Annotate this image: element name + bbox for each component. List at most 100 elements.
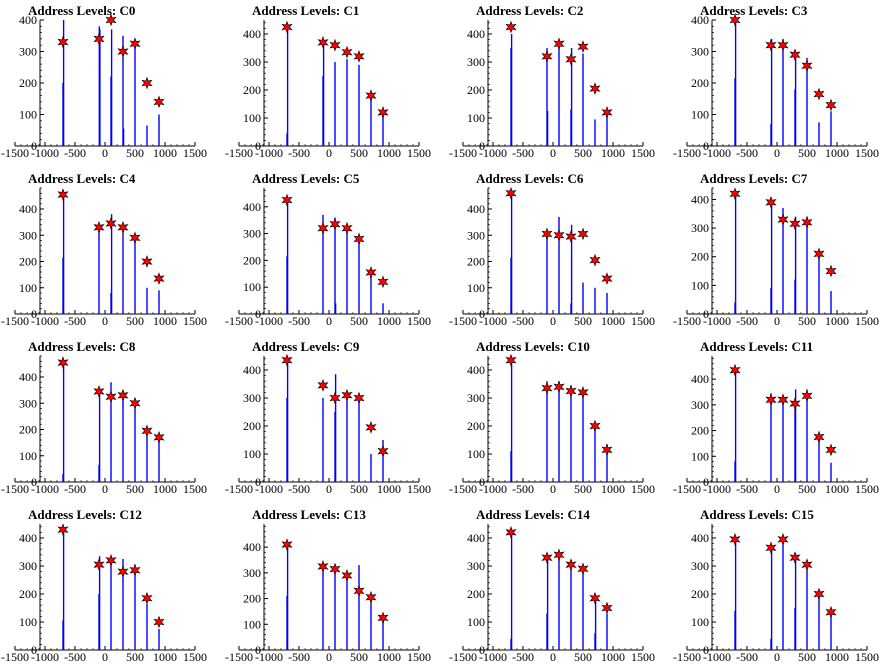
y-tick-label: 200: [19, 76, 37, 90]
peak-marker: [577, 385, 589, 399]
panel-c6: Address Levels: C6 0 100 200 300 400 -1500 -100…: [449, 171, 655, 328]
y-tick-label: 0: [703, 307, 709, 321]
peak-marker: [117, 389, 129, 402]
x-tick-label: 1000: [825, 146, 849, 160]
y-tick-label: 100: [467, 447, 485, 461]
y-tick-label: 400: [19, 370, 37, 384]
x-tick-label: 500: [798, 314, 816, 328]
y-tick-label: 200: [243, 419, 261, 433]
x-tick-label: 1000: [377, 314, 401, 328]
peak-marker: [105, 553, 117, 567]
panel-c0: Address Levels: C0 0 100 200 300 400 -1500 -100…: [1, 3, 207, 160]
peak-marker: [105, 13, 117, 27]
peak-marker: [577, 40, 589, 54]
y-tick-label: 200: [691, 250, 709, 264]
peak-marker: [141, 591, 153, 605]
peak-marker: [765, 195, 777, 209]
y-tick-label: 100: [19, 108, 37, 122]
y-tick-label: 100: [691, 615, 709, 629]
x-tick-label: 1500: [855, 146, 879, 160]
panel-c2: Address Levels: C2 0 100 200 300 400 -1500 -100…: [449, 3, 655, 160]
panel-c8: Address Levels: C8 0 100 200 300 400 -1500 -100…: [1, 339, 207, 496]
peak-marker: [93, 32, 105, 46]
peak-marker: [825, 443, 837, 457]
x-tick-label: 1500: [183, 314, 207, 328]
x-tick-label: -500: [64, 314, 86, 328]
x-tick-label: 1500: [183, 482, 207, 496]
x-tick-label: 1500: [855, 650, 879, 664]
peak-marker: [141, 424, 153, 438]
peak-marker: [541, 381, 553, 395]
peak-marker: [353, 391, 365, 405]
chart-title: Address Levels: C14: [476, 507, 590, 522]
x-tick-label: -1000: [703, 650, 731, 664]
x-tick-label: 1500: [631, 314, 655, 328]
panel-c4: Address Levels: C4 0 100 200 300 400 -1500 -100…: [1, 171, 207, 328]
y-tick-label: 300: [243, 227, 261, 241]
y-tick-label: 200: [691, 424, 709, 438]
chart-title: Address Levels: C12: [28, 507, 142, 522]
y-tick-label: 400: [467, 531, 485, 545]
x-tick-label: 1000: [153, 146, 177, 160]
y-tick-label: 300: [467, 228, 485, 242]
x-tick-label: 1000: [825, 482, 849, 496]
x-tick-label: -1000: [703, 482, 731, 496]
peak-marker: [825, 605, 837, 619]
peak-marker: [777, 532, 789, 546]
x-tick-label: 0: [774, 314, 780, 328]
y-tick-label: 100: [243, 111, 261, 125]
y-tick-label: 0: [479, 475, 485, 489]
peak-marker: [813, 430, 825, 444]
peak-marker: [353, 232, 365, 246]
peak-marker: [105, 216, 117, 230]
y-tick-label: 0: [703, 475, 709, 489]
y-tick-label: 200: [19, 255, 37, 269]
y-tick-label: 100: [19, 615, 37, 629]
y-tick-label: 300: [19, 45, 37, 59]
x-tick-label: -500: [736, 482, 758, 496]
x-tick-label: -500: [288, 314, 310, 328]
x-tick-label: 0: [550, 650, 556, 664]
y-tick-label: 200: [243, 83, 261, 97]
x-tick-label: 1000: [601, 650, 625, 664]
peak-marker: [813, 247, 825, 261]
x-tick-label: -500: [736, 146, 758, 160]
x-tick-label: 500: [574, 650, 592, 664]
y-tick-label: 0: [703, 643, 709, 657]
peak-marker: [801, 216, 813, 229]
y-tick-label: 300: [691, 398, 709, 412]
peak-marker: [825, 264, 837, 278]
peak-marker: [505, 186, 517, 200]
y-tick-label: 100: [467, 281, 485, 295]
peak-marker: [117, 45, 129, 58]
y-tick-label: 0: [31, 307, 37, 321]
x-tick-label: 1500: [407, 482, 431, 496]
peak-marker: [601, 601, 613, 615]
peak-marker: [577, 562, 589, 576]
x-tick-label: -1500: [449, 146, 477, 160]
x-tick-label: -1500: [673, 650, 701, 664]
x-tick-label: -1500: [673, 482, 701, 496]
y-tick-label: 100: [691, 108, 709, 122]
x-tick-label: -500: [64, 146, 86, 160]
x-tick-label: 500: [350, 146, 368, 160]
x-tick-label: -1500: [673, 146, 701, 160]
peak-marker: [93, 221, 105, 234]
y-tick-label: 200: [19, 423, 37, 437]
x-tick-label: 0: [102, 650, 108, 664]
x-tick-label: -1500: [1, 146, 29, 160]
panel-c9: Address Levels: C9 0 100 200 300 400 -1500 -100…: [225, 339, 431, 496]
x-tick-label: 0: [326, 482, 332, 496]
peak-marker: [353, 584, 365, 598]
x-tick-label: 1000: [825, 314, 849, 328]
y-tick-label: 400: [243, 200, 261, 214]
x-tick-label: -500: [64, 482, 86, 496]
x-tick-label: 500: [350, 482, 368, 496]
y-tick-label: 200: [467, 255, 485, 269]
x-tick-label: 1500: [183, 650, 207, 664]
peak-marker: [365, 89, 377, 103]
x-tick-label: 1000: [153, 314, 177, 328]
x-tick-label: 500: [126, 482, 144, 496]
peak-marker: [281, 538, 293, 552]
x-tick-label: 1000: [601, 314, 625, 328]
